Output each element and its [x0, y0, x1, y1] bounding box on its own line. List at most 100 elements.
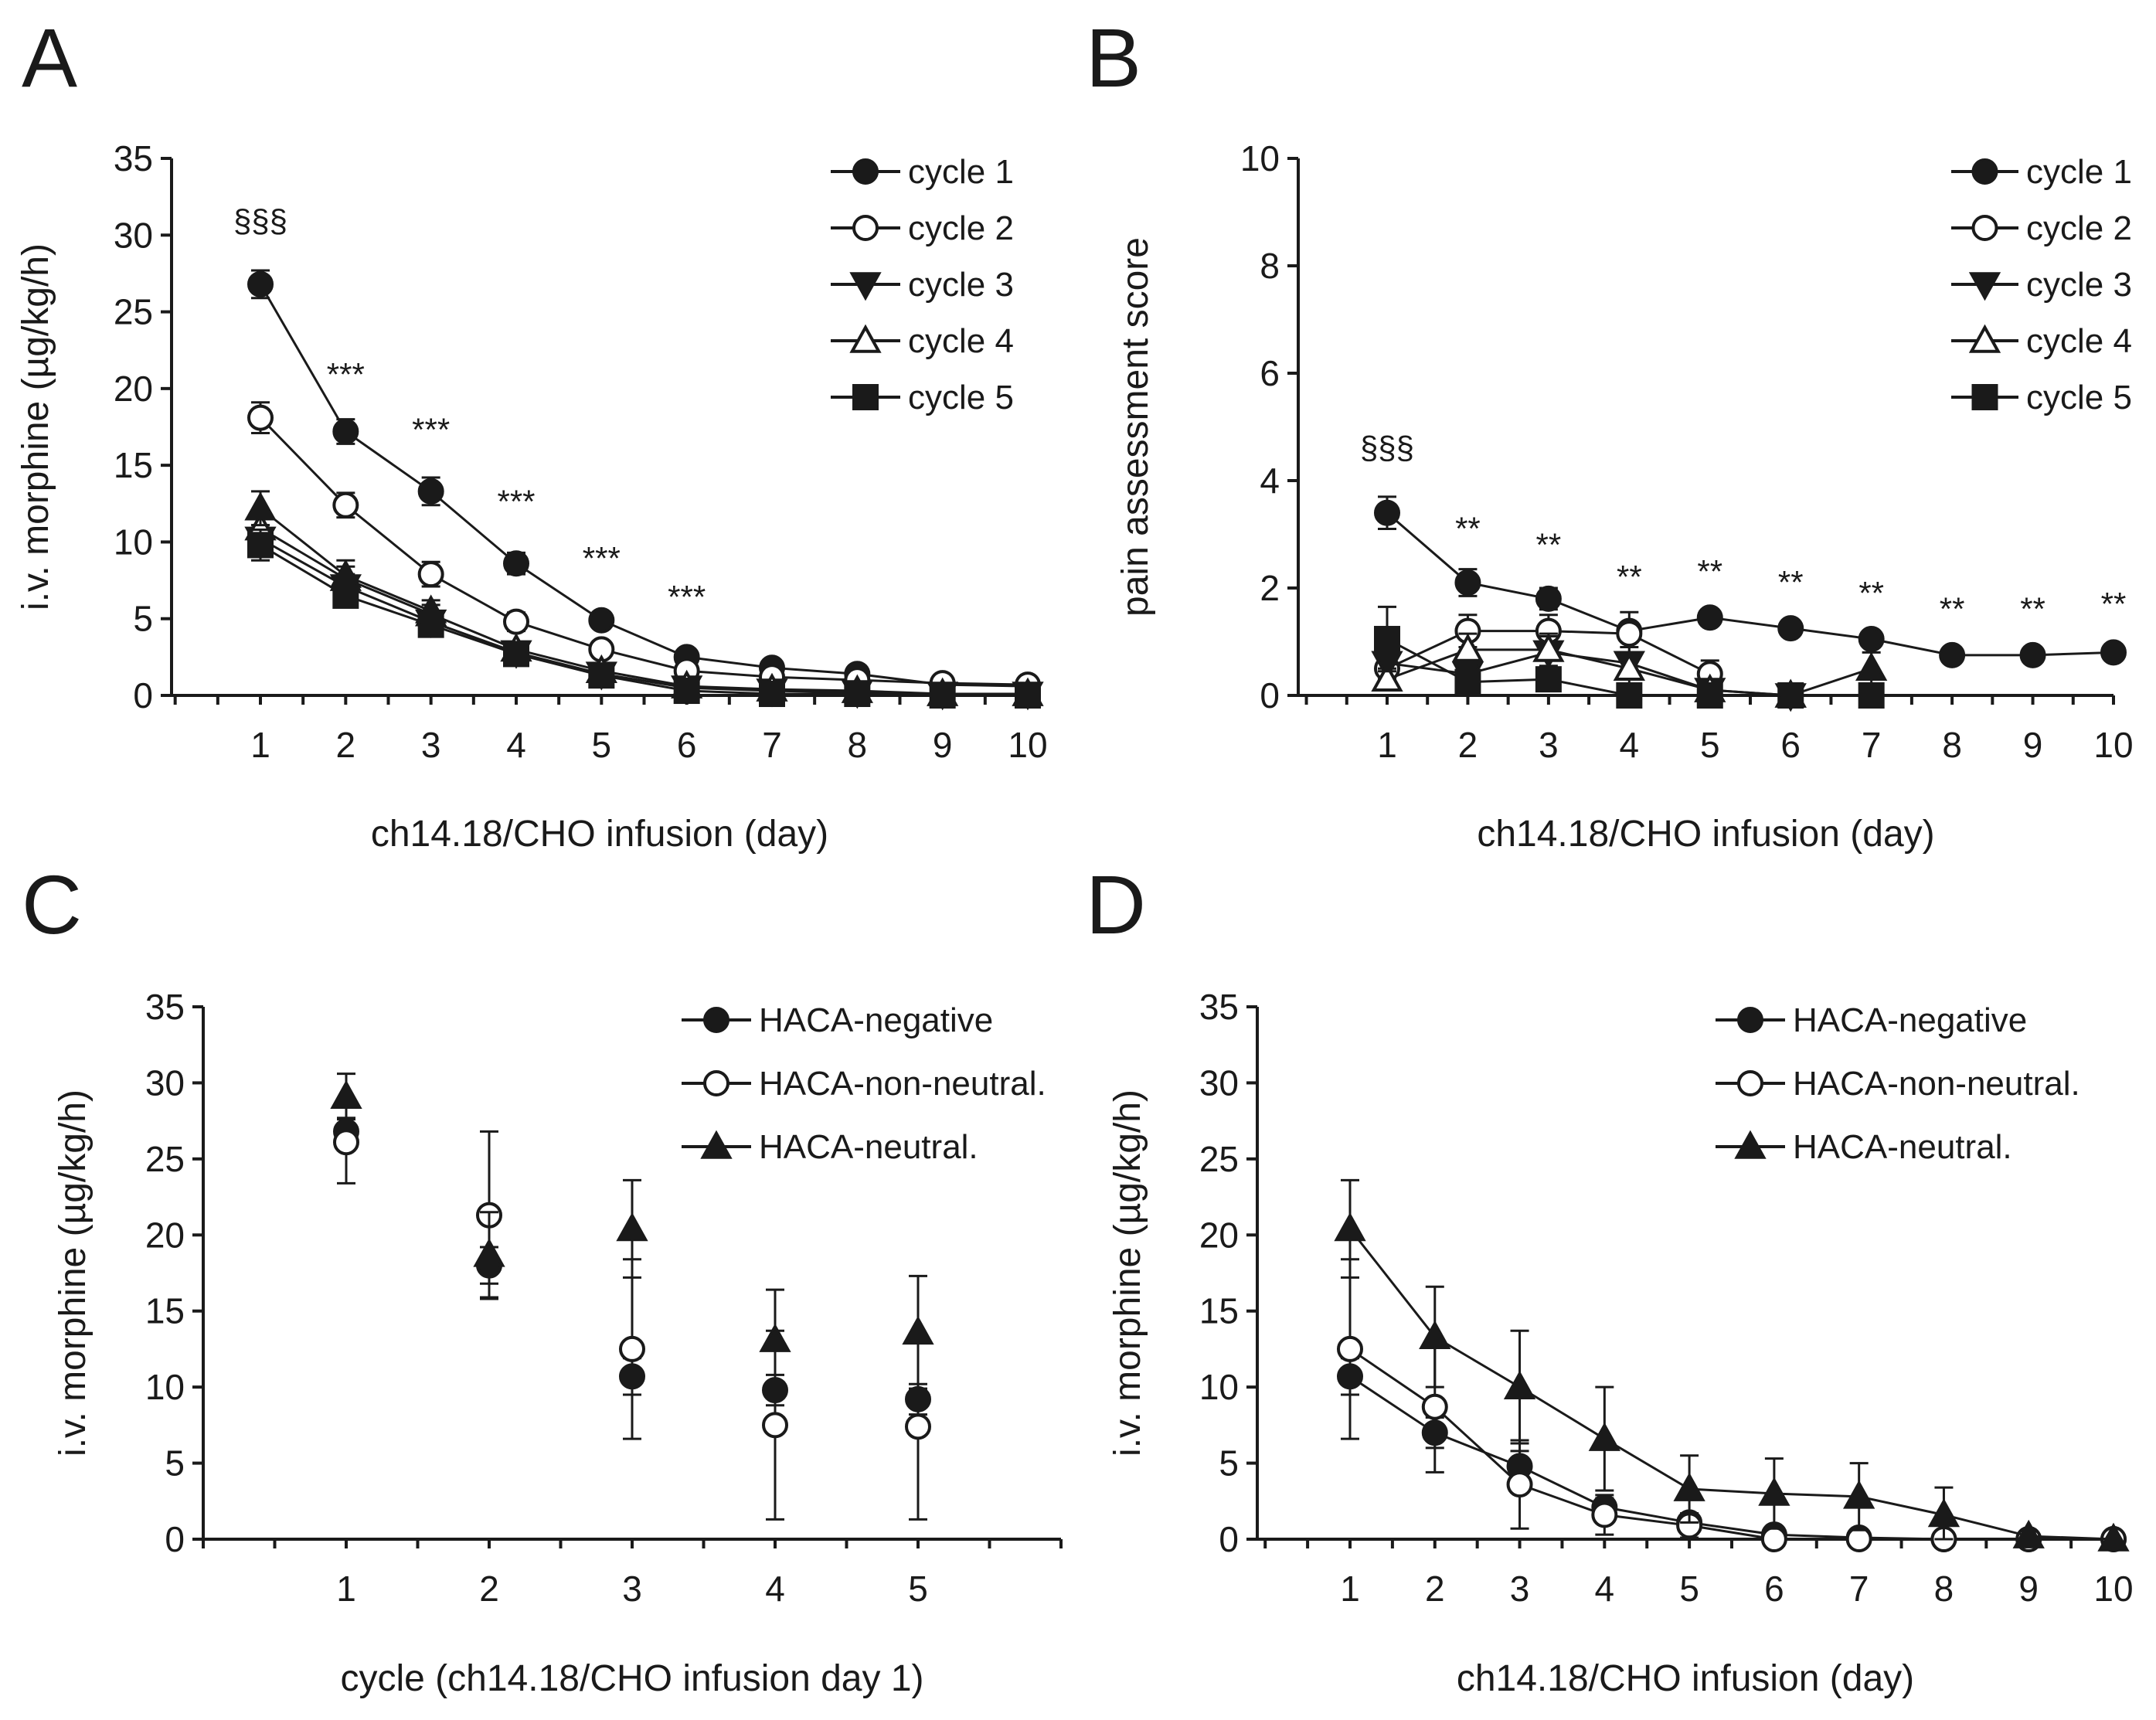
data-point: [1843, 1480, 1875, 1509]
data-point: [1015, 682, 1041, 709]
legend: HACA-negative HACA-non-neutral. HACA-neutr…: [682, 1001, 1046, 1166]
x-tick-label: 9: [2018, 1569, 2039, 1609]
series-line: [1386, 512, 2114, 657]
legend-label: cycle 1: [908, 153, 1014, 191]
x-tick-label: 5: [908, 1569, 928, 1609]
data-point: [616, 1212, 648, 1242]
y-tick-label: 15: [114, 445, 153, 485]
significance-annotation: §§§: [233, 202, 287, 239]
legend: cycle 1 cycle 2 cycle 3 cycle 4 cycle 5: [831, 153, 1014, 416]
data-point: [673, 678, 700, 705]
legend-label: cycle 2: [2026, 209, 2132, 247]
series-line: [259, 416, 1029, 686]
y-tick-label: 0: [133, 675, 153, 716]
data-point: [1696, 682, 1723, 709]
legend-marker: [852, 384, 879, 410]
significance-annotation: **: [1536, 526, 1562, 563]
data-point: [1374, 626, 1400, 653]
data-point: [332, 491, 359, 518]
data-point: [1858, 682, 1885, 709]
x-tick-label: 1: [1340, 1569, 1360, 1609]
x-tick-label: 10: [1008, 725, 1047, 765]
x-tick-label: 3: [622, 1569, 642, 1609]
data-point: [1927, 1498, 1960, 1528]
data-point: [1374, 499, 1400, 526]
data-point: [247, 532, 274, 559]
series-cycle-3: [244, 524, 1044, 711]
x-tick-label: 3: [1510, 1569, 1530, 1609]
x-tick-label: 6: [1764, 1569, 1784, 1609]
x-tick-label: 10: [2093, 725, 2133, 765]
data-point: [1591, 1501, 1618, 1528]
legend-label: HACA-negative: [759, 1001, 993, 1039]
y-tick-label: 35: [145, 987, 185, 1027]
series-haca-neutral-: [330, 1072, 934, 1392]
significance-annotation: **: [1455, 510, 1481, 546]
data-point: [1454, 569, 1481, 597]
significance-annotation: ***: [583, 540, 621, 576]
legend-marker: [703, 1007, 729, 1033]
data-point: [503, 608, 529, 635]
y-tick-label: 8: [1260, 246, 1280, 286]
panel-A: A 0 5 10 15 20 25 30 35 1 2 3 4 5 6 7 8 9 10 ch14.18/CHO in…: [15, 11, 1048, 855]
data-point: [329, 559, 362, 588]
x-tick-label: 5: [1679, 1569, 1699, 1609]
data-point: [330, 1079, 362, 1109]
y-tick-label: 15: [145, 1291, 185, 1331]
series-line: [1349, 1375, 2113, 1541]
series-haca-non-neutral-: [1337, 1258, 2127, 1552]
data-point: [929, 682, 956, 709]
legend-marker: [852, 158, 879, 185]
y-tick-label: 35: [1199, 987, 1239, 1027]
data-point: [1855, 651, 1888, 682]
data-point: [503, 641, 529, 668]
data-point: [1758, 1477, 1790, 1506]
legend-label: cycle 2: [908, 209, 1014, 247]
x-tick-label: 2: [1425, 1569, 1445, 1609]
data-point: [1696, 604, 1723, 631]
y-axis-title: i.v. morphine (µg/kg/h): [15, 243, 56, 610]
data-point: [2097, 1522, 2130, 1552]
legend-label: cycle 3: [908, 266, 1014, 304]
y-tick-label: 6: [1260, 353, 1280, 393]
data-point: [247, 270, 274, 297]
data-point: [588, 662, 615, 689]
series-line: [260, 538, 1028, 695]
significance-annotation: ***: [497, 484, 535, 520]
legend: HACA-negative HACA-non-neutral. HACA-neutr…: [1716, 1001, 2080, 1166]
data-point: [762, 1412, 788, 1439]
series-haca-negative: [1337, 1357, 2127, 1552]
x-tick-label: 4: [1620, 725, 1640, 765]
x-tick-label: 1: [336, 1569, 356, 1609]
data-point: [759, 681, 785, 708]
data-point: [1616, 682, 1643, 709]
data-point: [503, 550, 529, 577]
data-point: [333, 1129, 359, 1156]
x-axis-title: ch14.18/CHO infusion (day): [371, 814, 828, 855]
y-tick-label: 30: [114, 215, 153, 255]
series-line: [1349, 1348, 2113, 1541]
data-point: [417, 561, 444, 588]
y-tick-label: 0: [1260, 675, 1280, 716]
x-tick-label: 2: [336, 725, 356, 765]
significance-annotation: §§§: [1360, 430, 1414, 466]
x-axis-title: ch14.18/CHO infusion (day): [1457, 1658, 1914, 1699]
data-point: [1535, 666, 1562, 693]
y-tick-label: 5: [133, 599, 153, 639]
data-point: [244, 491, 277, 521]
x-tick-label: 9: [933, 725, 953, 765]
significance-annotation: **: [1697, 553, 1722, 590]
legend-label: cycle 5: [2026, 379, 2132, 416]
data-point: [1419, 1320, 1451, 1349]
data-point: [417, 478, 444, 505]
y-tick-label: 25: [1199, 1139, 1239, 1179]
data-point: [1777, 615, 1804, 642]
y-tick-label: 10: [145, 1367, 185, 1407]
y-tick-label: 5: [1219, 1443, 1239, 1484]
data-point: [415, 594, 447, 624]
legend-marker: [1734, 1130, 1767, 1159]
legend-marker: [1737, 1007, 1763, 1033]
series-line: [260, 544, 1028, 697]
